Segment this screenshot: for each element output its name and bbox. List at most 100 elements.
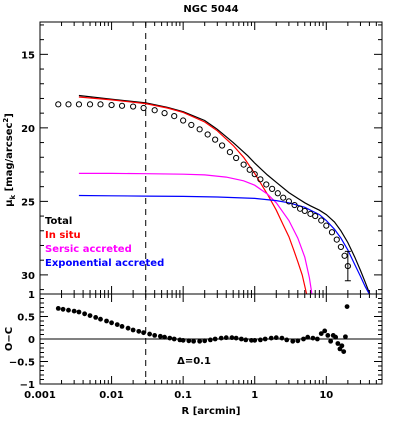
data-point bbox=[301, 207, 308, 215]
residual-point bbox=[98, 316, 103, 322]
residual-point bbox=[76, 309, 82, 315]
data-point bbox=[161, 110, 168, 117]
residual-point bbox=[55, 306, 61, 311]
residual-point bbox=[167, 335, 173, 341]
residual-point bbox=[180, 337, 186, 343]
x-tick-labels: 0.001 0.01 0.1 1 10 bbox=[24, 390, 333, 401]
residual-point bbox=[305, 334, 311, 340]
data-point bbox=[263, 181, 270, 188]
bottom-y-tick-label: −1 bbox=[20, 380, 35, 391]
residual-point bbox=[197, 338, 203, 344]
top-panel-data-points bbox=[55, 101, 351, 282]
bottom-y-tick-label: 0 bbox=[28, 335, 35, 346]
data-point bbox=[140, 104, 147, 112]
residual-point bbox=[344, 304, 350, 309]
data-point bbox=[307, 210, 314, 217]
data-point bbox=[180, 117, 187, 124]
residual-point bbox=[233, 335, 239, 341]
data-point bbox=[118, 102, 126, 109]
residual-point bbox=[114, 322, 120, 327]
residual-point bbox=[301, 336, 306, 342]
residual-point bbox=[109, 320, 114, 326]
data-point bbox=[246, 166, 253, 173]
data-point bbox=[226, 149, 234, 156]
data-point bbox=[55, 101, 62, 108]
residual-point bbox=[310, 335, 316, 341]
residual-points bbox=[55, 304, 350, 354]
residual-point bbox=[335, 341, 341, 346]
data-point bbox=[269, 185, 276, 192]
data-point bbox=[280, 194, 287, 201]
data-point bbox=[251, 171, 258, 178]
residual-point bbox=[279, 335, 285, 341]
bottom-y-tick-label: −0.5 bbox=[9, 358, 35, 369]
top-panel-ticks bbox=[39, 22, 383, 294]
residual-point bbox=[202, 338, 208, 344]
residual-point bbox=[152, 333, 158, 338]
residual-point bbox=[243, 337, 249, 343]
chart-title: NGC 5044 bbox=[183, 4, 238, 15]
legend-total: Total bbox=[45, 216, 72, 227]
residual-point bbox=[125, 325, 131, 331]
residual-point bbox=[171, 336, 177, 342]
residual-point bbox=[218, 335, 224, 341]
residual-point bbox=[273, 335, 279, 341]
data-point bbox=[108, 101, 115, 109]
residual-point bbox=[130, 327, 136, 333]
residual-point bbox=[87, 313, 93, 318]
data-point bbox=[274, 190, 281, 197]
data-point bbox=[285, 198, 292, 205]
series-line-sersic-accreted bbox=[78, 172, 313, 294]
data-point bbox=[212, 136, 219, 143]
residual-point bbox=[314, 336, 320, 342]
data-point bbox=[188, 121, 195, 129]
data-point bbox=[233, 154, 240, 162]
data-point bbox=[291, 201, 298, 209]
data-point bbox=[171, 112, 178, 120]
residual-point bbox=[147, 331, 153, 337]
x-tick-label: 0.01 bbox=[99, 390, 124, 401]
legend-exponential-accreted: Exponential accreted bbox=[45, 258, 164, 269]
top-y-tick-label: 20 bbox=[21, 124, 35, 135]
residual-point bbox=[257, 337, 263, 343]
residual-point bbox=[341, 349, 347, 354]
series-line-total bbox=[78, 94, 371, 294]
residual-point bbox=[191, 338, 197, 344]
delta-annotation: Δ=0.1 bbox=[177, 356, 211, 367]
residual-point bbox=[343, 334, 348, 340]
data-point bbox=[75, 101, 83, 108]
data-point bbox=[151, 107, 158, 114]
residual-point bbox=[252, 337, 258, 343]
residual-point bbox=[284, 337, 290, 343]
residual-point bbox=[295, 338, 301, 344]
residual-point bbox=[339, 343, 345, 349]
residual-point bbox=[322, 328, 328, 334]
residual-point bbox=[238, 336, 244, 342]
data-point bbox=[341, 252, 348, 259]
data-point bbox=[333, 236, 340, 243]
bottom-panel-y-tick-labels: −1 −0.5 0 0.5 1 bbox=[9, 290, 35, 391]
residual-point bbox=[119, 324, 125, 329]
residual-point bbox=[162, 334, 167, 340]
surface-brightness-panel: 15 20 25 30 Total In situ Sersic accreted E… bbox=[2, 21, 383, 295]
residual-point bbox=[66, 307, 71, 313]
data-point bbox=[65, 101, 72, 108]
residual-point bbox=[290, 338, 296, 344]
legend-sersic-accreted: Sersic accreted bbox=[45, 244, 132, 255]
data-point bbox=[130, 103, 137, 110]
top-y-tick-label: 15 bbox=[21, 50, 35, 61]
residual-point bbox=[207, 337, 213, 343]
data-point bbox=[318, 217, 325, 224]
residual-point bbox=[93, 315, 99, 320]
residual-point bbox=[60, 306, 66, 312]
x-tick-label: 0.1 bbox=[174, 390, 192, 401]
data-point bbox=[204, 131, 211, 138]
data-point bbox=[257, 176, 264, 183]
data-point bbox=[337, 243, 345, 251]
residual-panel: −1 −0.5 0 0.5 1 0.001 0.01 0.1 1 10 Δ=0.1 O−C R … bbox=[4, 290, 383, 417]
residual-point bbox=[82, 311, 88, 317]
series-line-exponential-accreted bbox=[78, 194, 370, 294]
data-point bbox=[196, 126, 203, 133]
top-y-tick-label: 25 bbox=[21, 197, 35, 208]
